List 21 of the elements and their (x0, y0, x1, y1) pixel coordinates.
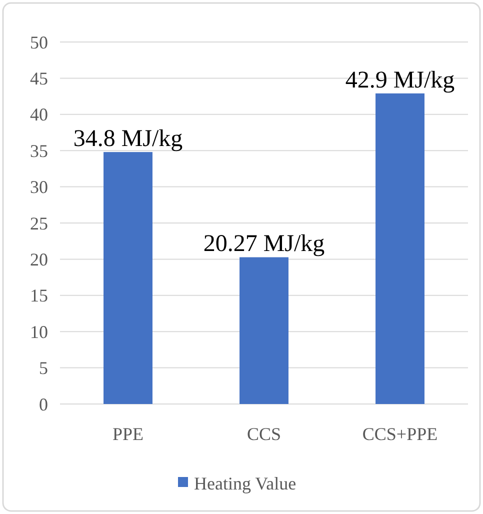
y-tick-label: 0 (39, 394, 48, 414)
data-label: 34.8 MJ/kg (73, 126, 183, 152)
data-label: 42.9 MJ/kg (345, 67, 455, 94)
y-tick-label: 35 (30, 140, 48, 161)
data-label: 20.27 MJ/kg (203, 231, 325, 258)
x-tick-label: PPE (112, 424, 144, 444)
y-tick-label: 45 (30, 68, 48, 88)
x-tick-label: CCS+PPE (362, 424, 438, 444)
y-tick-label: 10 (30, 322, 48, 342)
bar (240, 257, 288, 404)
legend-label: Heating Value (194, 473, 296, 494)
x-tick-label: CCS (246, 424, 282, 444)
y-tick-label: 5 (39, 358, 48, 378)
y-tick-label: 30 (30, 177, 48, 198)
y-tick-label: 50 (30, 32, 48, 52)
y-tick-label: 25 (30, 213, 48, 234)
bar (376, 93, 424, 404)
bar (104, 152, 152, 404)
y-tick-label: 15 (30, 286, 48, 306)
y-tick-label: 40 (30, 104, 48, 125)
y-tick-label: 20 (30, 250, 48, 270)
